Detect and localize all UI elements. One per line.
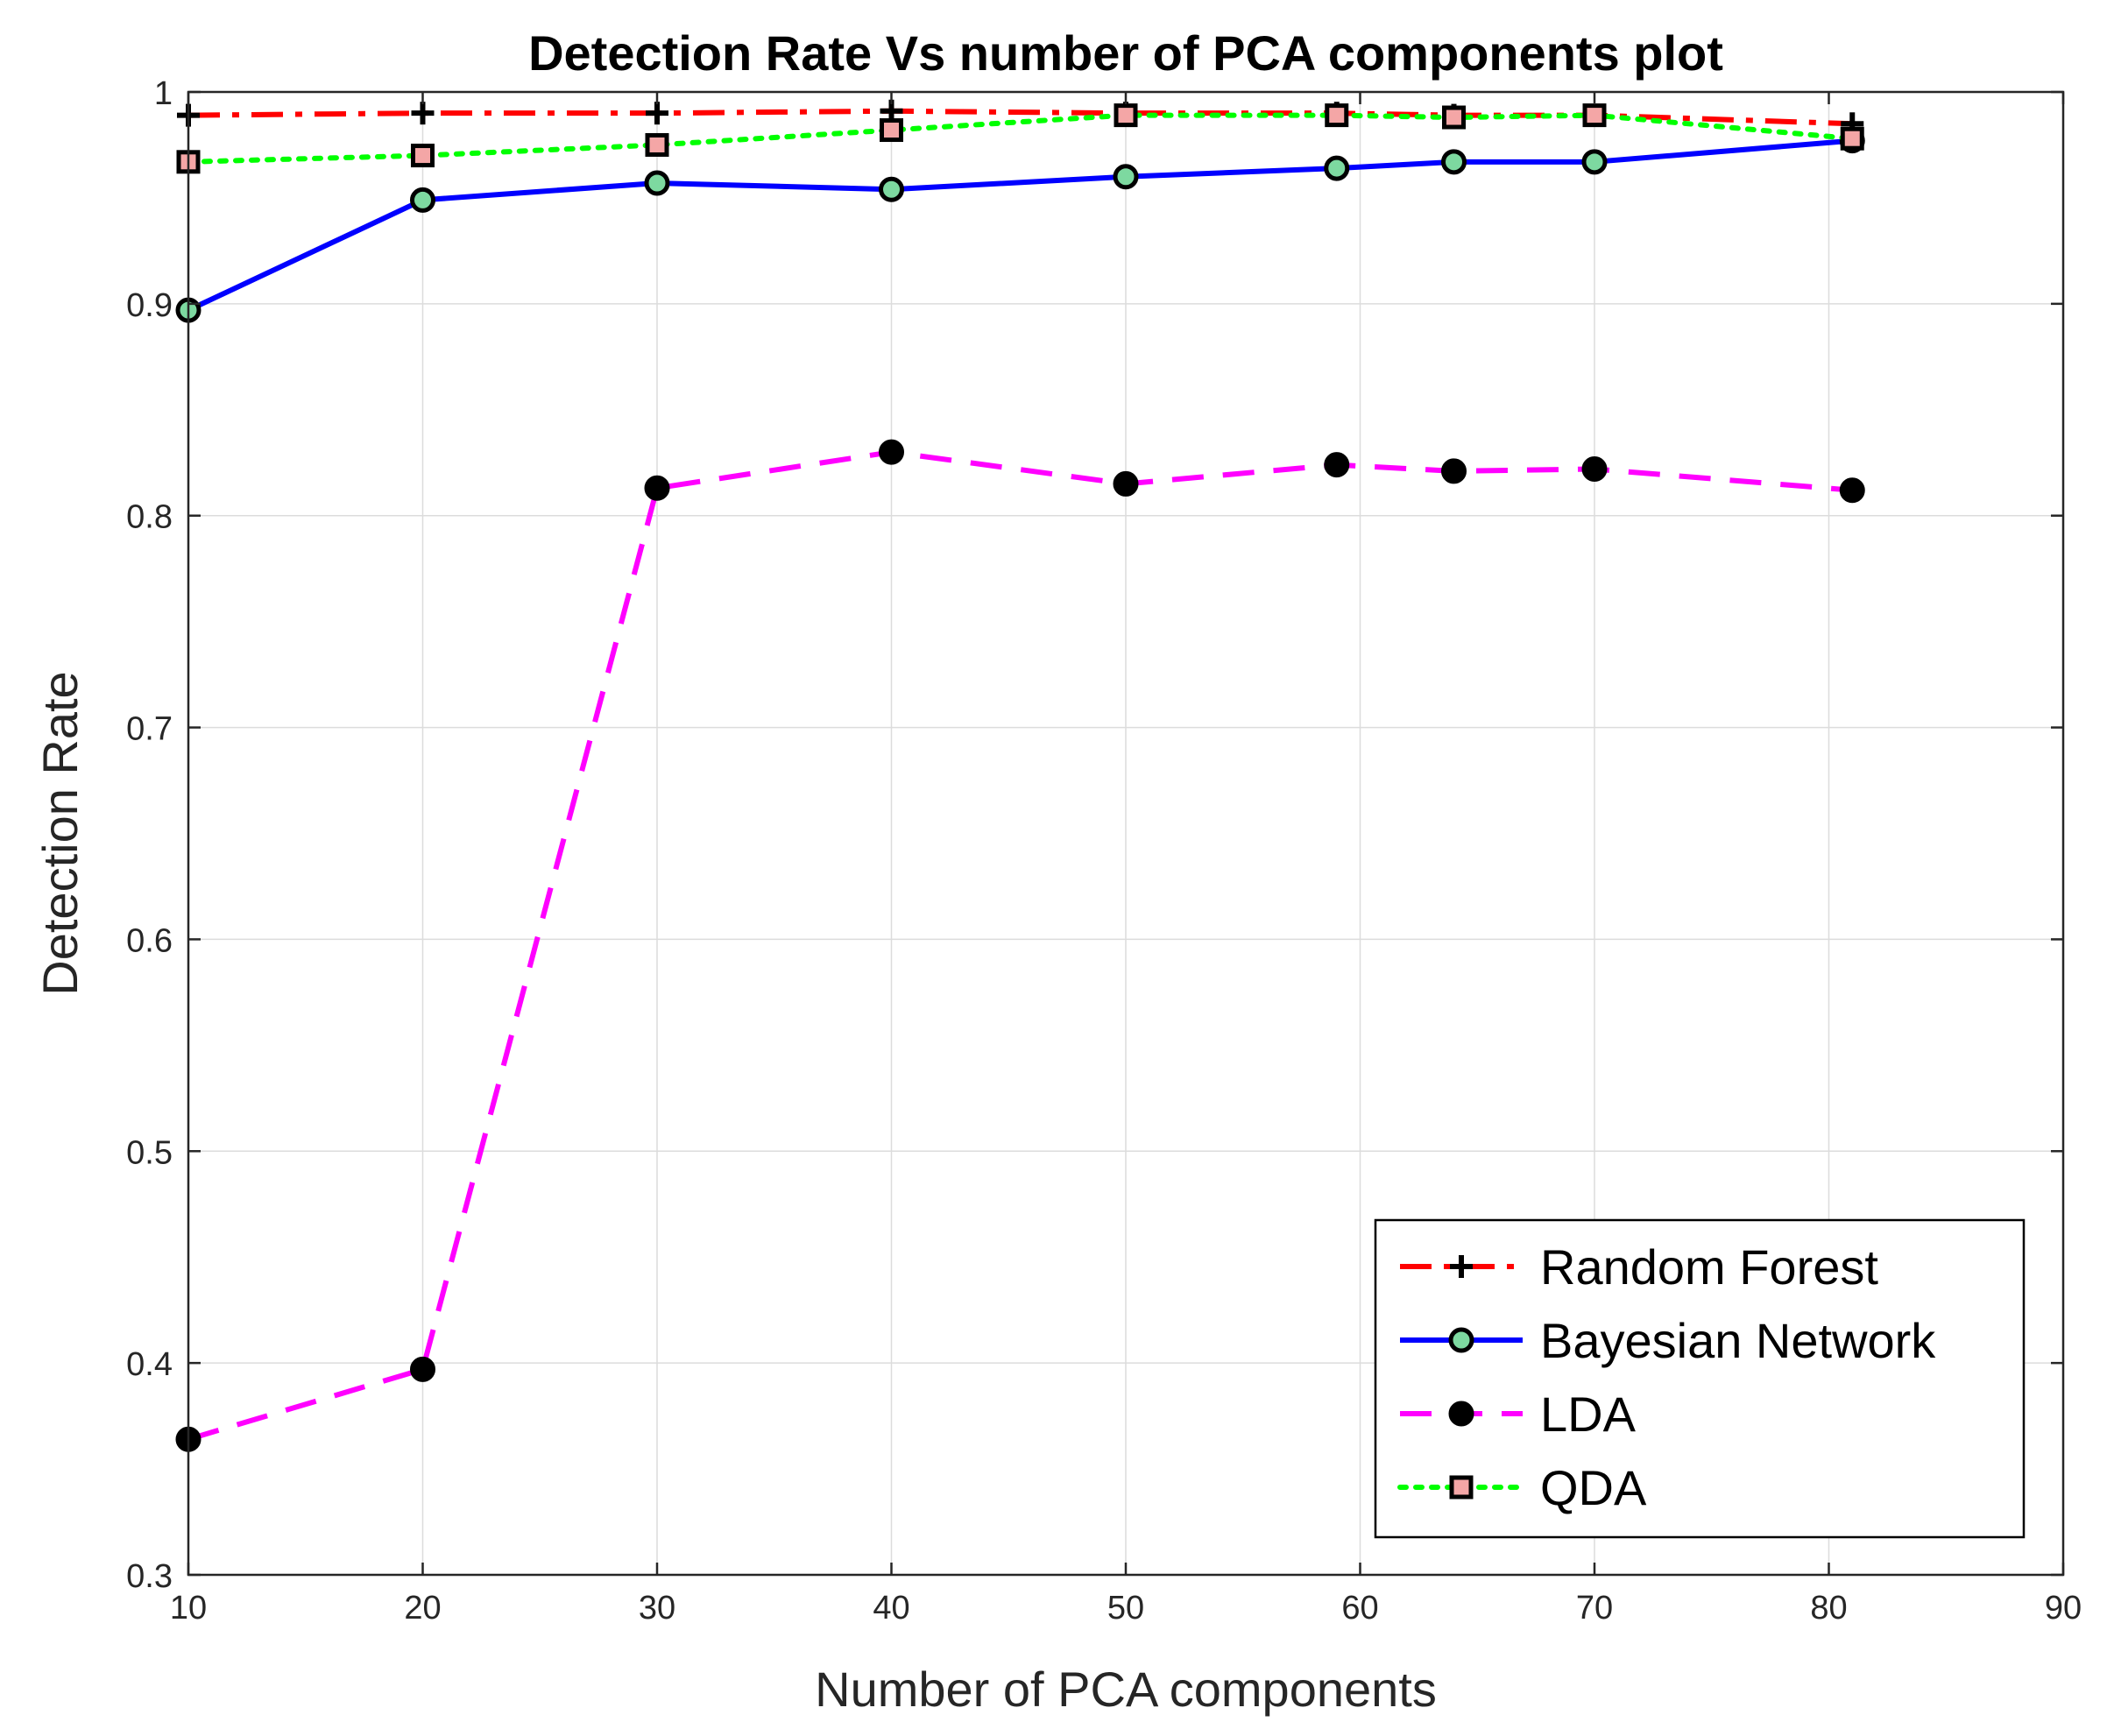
legend-marker-qda — [1449, 1475, 1474, 1500]
data-point-qda — [645, 132, 669, 157]
legend-label-lda: LDA — [1540, 1387, 1637, 1442]
data-point-random-forest — [646, 102, 668, 125]
data-point-qda — [1442, 105, 1466, 130]
legend-item-random-forest: Random Forest — [1400, 1239, 1878, 1295]
data-point-bayesian-network — [1441, 149, 1467, 175]
x-tick-label: 80 — [1810, 1590, 1847, 1627]
y-tick-label: 0.7 — [126, 711, 173, 748]
legend-label-random-forest: Random Forest — [1540, 1239, 1878, 1295]
data-point-bayesian-network — [644, 170, 670, 196]
y-axis-label: Detection Rate — [32, 671, 88, 995]
series-lda — [175, 439, 1865, 1452]
data-point-lda — [644, 475, 670, 501]
y-tick-label: 0.3 — [126, 1558, 173, 1595]
data-point-qda — [880, 118, 903, 143]
data-point-random-forest — [411, 102, 435, 125]
y-tick-label: 0.9 — [126, 287, 173, 324]
legend-item-bayesian-network: Bayesian Network — [1400, 1313, 1936, 1368]
legend-marker-lda — [1448, 1401, 1474, 1427]
y-tick-label: 1 — [154, 75, 173, 112]
legend-box — [1374, 1218, 2026, 1539]
series-bayesian-network — [175, 128, 1865, 323]
data-point-bayesian-network — [1581, 149, 1608, 175]
data-point-qda — [1840, 126, 1864, 151]
y-tick-label: 0.4 — [126, 1346, 173, 1383]
x-tick-label: 40 — [873, 1590, 909, 1627]
y-tick-label: 0.8 — [126, 499, 173, 536]
data-point-qda — [1114, 103, 1138, 128]
data-point-lda — [1113, 470, 1139, 497]
data-point-lda — [410, 1356, 435, 1382]
data-point-qda — [411, 144, 435, 168]
data-point-bayesian-network — [410, 187, 435, 213]
data-point-lda — [1441, 458, 1467, 484]
legend-item-qda: QDA — [1397, 1460, 1647, 1515]
x-axis-label: Number of PCA components — [815, 1662, 1437, 1717]
legend-item-lda: LDA — [1400, 1387, 1637, 1442]
x-tick-label: 50 — [1107, 1590, 1144, 1627]
data-point-lda — [1839, 477, 1865, 504]
data-point-bayesian-network — [879, 176, 904, 202]
data-point-qda — [1325, 103, 1349, 128]
y-tick-label: 0.5 — [126, 1134, 173, 1171]
chart-title: Detection Rate Vs number of PCA componen… — [528, 25, 1723, 81]
data-point-bayesian-network — [1113, 164, 1139, 190]
x-tick-label: 20 — [404, 1590, 441, 1627]
x-tick-label: 30 — [639, 1590, 675, 1627]
data-point-lda — [879, 439, 904, 465]
data-point-bayesian-network — [1324, 155, 1350, 181]
data-point-qda — [1582, 103, 1607, 128]
x-tick-label: 60 — [1341, 1590, 1378, 1627]
series-qda — [176, 103, 1864, 174]
ticks: 10 20 30 40 50 60 70 80 90 0.3 0.4 0.5 0.6 0.7 0.8 0.9 1 — [126, 75, 2082, 1627]
legend: Random Forest Bayesian Network LDA QDA — [1374, 1218, 2026, 1539]
series-group — [175, 99, 1865, 1452]
x-tick-label: 70 — [1576, 1590, 1613, 1627]
legend-marker-random-forest — [1450, 1255, 1473, 1278]
legend-label-bayesian-network: Bayesian Network — [1540, 1313, 1936, 1368]
legend-marker-bayesian-network — [1448, 1327, 1474, 1353]
legend-label-qda: QDA — [1540, 1460, 1647, 1515]
x-tick-label: 10 — [170, 1590, 207, 1627]
data-point-lda — [1581, 456, 1608, 483]
x-tick-label: 90 — [2045, 1590, 2082, 1627]
y-tick-label: 0.6 — [126, 922, 173, 959]
data-point-lda — [1324, 452, 1350, 478]
